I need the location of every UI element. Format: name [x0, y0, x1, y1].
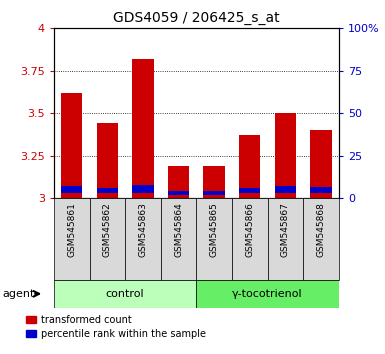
- Text: control: control: [106, 289, 144, 299]
- FancyBboxPatch shape: [161, 198, 196, 280]
- Text: GSM545861: GSM545861: [67, 202, 76, 257]
- FancyBboxPatch shape: [196, 198, 232, 280]
- Bar: [239, 188, 260, 193]
- Bar: [310, 130, 332, 198]
- FancyBboxPatch shape: [90, 198, 125, 280]
- Bar: [168, 190, 189, 195]
- Text: GSM545866: GSM545866: [245, 202, 254, 257]
- Legend: transformed count, percentile rank within the sample: transformed count, percentile rank withi…: [24, 313, 208, 341]
- Bar: [310, 187, 332, 193]
- Text: GSM545864: GSM545864: [174, 202, 183, 257]
- Text: GSM545867: GSM545867: [281, 202, 290, 257]
- Bar: [61, 93, 82, 198]
- Text: GSM545862: GSM545862: [103, 202, 112, 257]
- Text: agent: agent: [3, 289, 35, 299]
- Bar: [61, 186, 82, 193]
- FancyBboxPatch shape: [54, 198, 90, 280]
- Text: GSM545868: GSM545868: [316, 202, 325, 257]
- Text: GSM545865: GSM545865: [210, 202, 219, 257]
- Bar: [168, 166, 189, 198]
- Bar: [132, 185, 154, 193]
- Text: γ-tocotrienol: γ-tocotrienol: [232, 289, 303, 299]
- Text: GSM545863: GSM545863: [139, 202, 147, 257]
- FancyBboxPatch shape: [232, 198, 268, 280]
- FancyBboxPatch shape: [196, 280, 339, 308]
- Bar: [275, 113, 296, 198]
- Bar: [97, 188, 118, 193]
- Bar: [239, 135, 260, 198]
- FancyBboxPatch shape: [54, 280, 196, 308]
- FancyBboxPatch shape: [268, 198, 303, 280]
- FancyBboxPatch shape: [125, 198, 161, 280]
- Bar: [97, 124, 118, 198]
- Bar: [203, 166, 225, 198]
- Title: GDS4059 / 206425_s_at: GDS4059 / 206425_s_at: [113, 11, 280, 24]
- FancyBboxPatch shape: [303, 198, 339, 280]
- Bar: [275, 186, 296, 193]
- Bar: [132, 59, 154, 198]
- Bar: [203, 190, 225, 195]
